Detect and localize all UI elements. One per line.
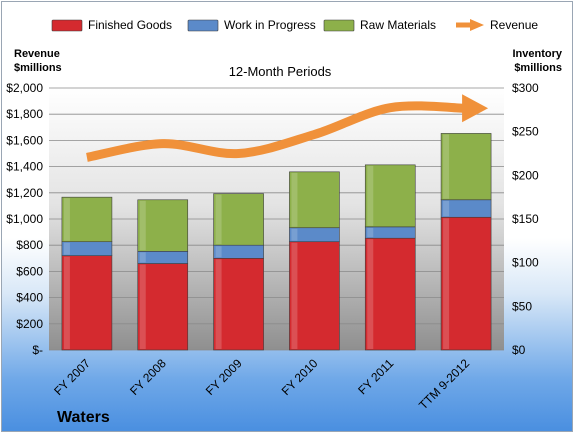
right-tick-label: $200 (512, 168, 539, 182)
legend-swatch-work-in-progress (187, 19, 219, 32)
x-tick-label: FY 2007 (51, 356, 93, 398)
x-tick-label: FY 2011 (355, 356, 396, 397)
left-tick-label: $2,000 (6, 81, 43, 95)
chart-subtitle: 12-Month Periods (229, 64, 332, 79)
right-axis-title-line1: Inventory (512, 48, 562, 60)
bar-highlight (367, 239, 374, 349)
bar-highlight (215, 194, 222, 245)
bar-highlight (443, 134, 450, 199)
gridlines (49, 87, 504, 351)
bar-highlight (139, 200, 146, 251)
bar-highlight (443, 200, 450, 217)
bar-raw-materials (440, 133, 492, 201)
legend-label-raw-materials: Raw Materials (360, 18, 436, 32)
left-tick-label: $800 (16, 238, 43, 252)
left-axis-title-line2: $millions (14, 62, 62, 74)
bar-raw-materials (61, 196, 113, 243)
revenue-line (86, 94, 489, 162)
bars (61, 133, 492, 351)
left-axis-ticks: $- $200 $400 $600 $800 $1,000 $1,200 $1,400 $1,6… (6, 81, 43, 357)
legend-label-finished-goods: Finished Goods (88, 18, 172, 32)
x-axis-ticks: FY 2007 FY 2008 FY 2009 FY 2010 FY 2011 TTM 9… (51, 356, 472, 412)
x-tick-label: FY 2009 (203, 356, 245, 398)
bar-highlight (63, 242, 70, 255)
bar-highlight (443, 218, 450, 349)
bar-finished-goods (289, 241, 340, 351)
right-tick-label: $250 (512, 125, 539, 139)
right-tick-label: $150 (512, 212, 539, 226)
bar-highlight (139, 264, 146, 349)
x-tick-label: TTM 9-2012 (416, 356, 472, 412)
bar-highlight (63, 198, 70, 241)
left-axis-title-line1: Revenue (14, 48, 60, 60)
legend-swatch-finished-goods (51, 19, 83, 32)
left-tick-label: $600 (16, 264, 43, 278)
right-axis-ticks: $0 $50 $100 $150 $200 $250 $300 (512, 81, 539, 357)
right-axis-title-line2: $millions (514, 62, 562, 74)
revenue-line-path (86, 101, 467, 162)
bar-finished-goods (364, 237, 416, 351)
left-tick-label: $400 (16, 291, 43, 305)
right-tick-label: $300 (512, 81, 539, 95)
bar-finished-goods (440, 216, 492, 351)
left-tick-label: $200 (16, 317, 43, 331)
left-tick-label: $1,600 (6, 133, 43, 147)
legend-swatch-raw-materials (323, 19, 355, 32)
bar-highlight (139, 252, 146, 263)
revenue-arrowhead (462, 94, 489, 123)
company-name: Waters (57, 409, 110, 426)
bar-highlight (63, 256, 70, 349)
left-tick-label: $1,400 (6, 160, 43, 174)
left-tick-label: $1,200 (6, 186, 43, 200)
bar-highlight (215, 246, 222, 258)
left-tick-label: $1,800 (6, 107, 43, 121)
bar-raw-materials (137, 199, 189, 252)
bar-highlight (291, 172, 298, 227)
bar-highlight (367, 165, 374, 226)
bar-finished-goods (137, 263, 189, 351)
legend: Finished Goods Work in Progress Raw Materi… (51, 18, 538, 32)
bar-finished-goods (61, 255, 113, 351)
bar-raw-materials (364, 164, 416, 228)
bar-highlight (291, 242, 298, 349)
legend-label-revenue: Revenue (490, 18, 538, 32)
left-tick-label: $1,000 (6, 212, 43, 226)
right-tick-label: $0 (512, 343, 526, 357)
right-tick-label: $100 (512, 256, 539, 270)
bar-raw-materials (213, 193, 264, 246)
x-tick-label: FY 2008 (127, 356, 169, 398)
x-tick-label: FY 2010 (279, 356, 321, 398)
bar-highlight (215, 259, 222, 349)
legend-arrow-revenue (470, 19, 484, 31)
bar-highlight (291, 228, 298, 241)
bar-finished-goods (213, 257, 264, 351)
left-tick-label: $- (32, 343, 43, 357)
bar-highlight (367, 227, 374, 238)
bar-raw-materials (289, 171, 340, 229)
legend-label-work-in-progress: Work in Progress (224, 18, 316, 32)
right-tick-label: $50 (512, 299, 532, 313)
